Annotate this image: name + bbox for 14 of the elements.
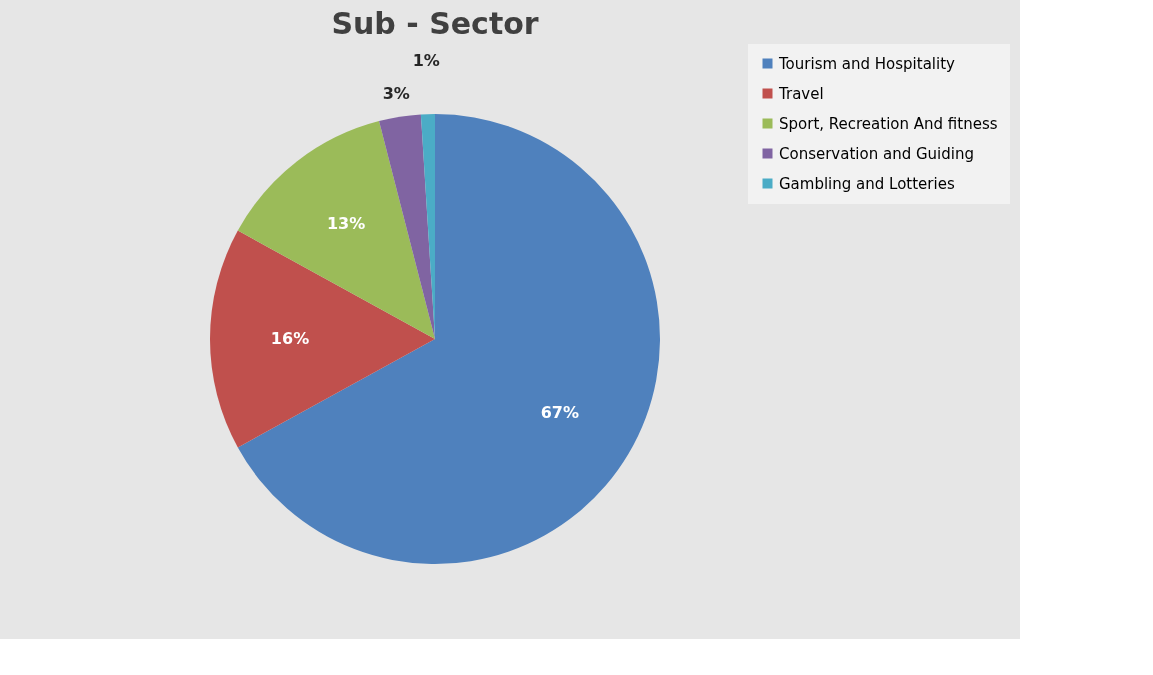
data-label: 16% (270, 329, 310, 348)
legend-label: Gambling and Lotteries (779, 174, 955, 193)
legend-label: Conservation and Guiding (779, 144, 974, 163)
data-label: 67% (540, 402, 579, 422)
legend-label: Tourism and Hospitality (778, 54, 956, 73)
legend-label: Sport, Recreation And fitness (779, 114, 998, 133)
pie-slice (237, 114, 660, 564)
data-label: 13% (326, 214, 366, 234)
pie-slice (210, 230, 435, 448)
chart-title: Sub - Sector (331, 6, 539, 41)
legend-label: Travel (778, 84, 824, 103)
pie-slice (379, 114, 435, 339)
data-label: 1% (412, 51, 440, 71)
data-label: 3% (382, 84, 410, 104)
